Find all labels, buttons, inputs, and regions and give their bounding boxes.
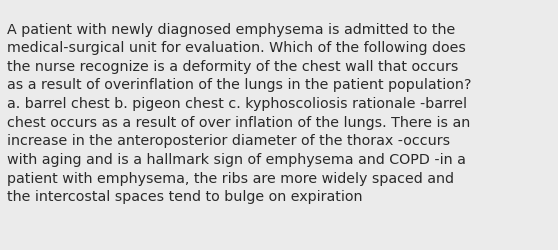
- Text: A patient with newly diagnosed emphysema is admitted to the
medical-surgical uni: A patient with newly diagnosed emphysema…: [7, 22, 472, 203]
